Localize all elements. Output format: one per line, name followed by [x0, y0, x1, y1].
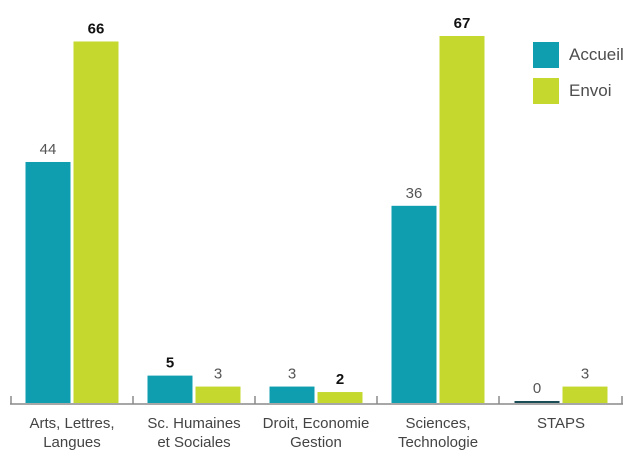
bar-envoi-sc-humaines-et-sociales — [195, 386, 241, 403]
bar-accueil-droit-economie-gestion — [269, 386, 315, 403]
legend: Accueil Envoi — [533, 42, 624, 114]
value-label-accueil-staps: 0 — [533, 380, 541, 397]
value-label-envoi-staps: 3 — [581, 366, 589, 383]
bar-accueil-sciences-technologie — [391, 205, 437, 403]
value-label-accueil-arts-lettres-langues: 44 — [40, 141, 57, 158]
category-labels-layer: Arts, Lettres, Langues Sc. Humaines et Soci… — [29, 415, 585, 451]
legend-item-accueil: Accueil — [533, 42, 624, 68]
category-label-staps: STAPS — [537, 415, 585, 432]
value-label-envoi-sciences-technologie: 67 — [454, 15, 471, 32]
value-label-envoi-arts-lettres-langues: 66 — [88, 20, 105, 37]
value-label-accueil-sciences-technologie: 36 — [406, 185, 423, 202]
bars-layer — [25, 36, 608, 404]
legend-label-accueil: Accueil — [569, 45, 624, 64]
legend-item-envoi: Envoi — [533, 78, 624, 104]
bar-envoi-staps — [562, 386, 608, 403]
category-label-arts-lettres-langues: Arts, Lettres, Langues — [29, 415, 114, 451]
category-label-sciences-technologie: Sciences, Technologie — [398, 415, 478, 451]
value-labels-layer: 44 66 5 3 3 2 36 67 0 3 — [40, 15, 590, 397]
category-label-sc-humaines-et-sociales: Sc. Humaines et Sociales — [147, 415, 240, 451]
bar-accueil-arts-lettres-langues — [25, 161, 71, 403]
value-label-accueil-sc-humaines-et-sociales: 5 — [166, 355, 174, 372]
bar-accueil-staps — [514, 401, 560, 403]
bar-accueil-sc-humaines-et-sociales — [147, 375, 193, 403]
category-label-droit-economie-gestion: Droit, Economie Gestion — [263, 415, 370, 451]
legend-swatch-envoi — [533, 78, 559, 104]
value-label-accueil-droit-economie-gestion: 3 — [288, 366, 296, 383]
bar-envoi-droit-economie-gestion — [317, 392, 363, 403]
value-label-envoi-sc-humaines-et-sociales: 3 — [214, 366, 222, 383]
value-label-envoi-droit-economie-gestion: 2 — [336, 371, 344, 388]
bar-envoi-sciences-technologie — [439, 36, 485, 403]
x-axis — [10, 396, 623, 405]
legend-label-envoi: Envoi — [569, 81, 612, 100]
bar-envoi-arts-lettres-langues — [73, 41, 119, 404]
legend-swatch-accueil — [533, 42, 559, 68]
